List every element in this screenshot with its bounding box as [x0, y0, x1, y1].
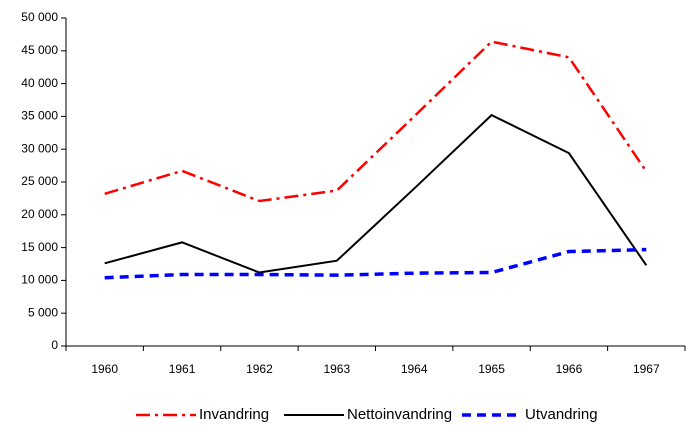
- y-tick-label: 20 000: [21, 207, 58, 221]
- x-tick-label: 1961: [169, 362, 196, 376]
- y-tick-label: 50 000: [21, 10, 58, 24]
- legend-label: Invandring: [199, 406, 269, 423]
- series-line: [104, 40, 648, 203]
- x-tick-label: 1963: [323, 362, 350, 376]
- x-tick-label: 1967: [633, 362, 660, 376]
- x-tick-label: 1960: [91, 362, 118, 376]
- x-tick-label: 1966: [556, 362, 583, 376]
- y-tick-label: 0: [51, 338, 58, 352]
- series-line: [104, 247, 647, 280]
- y-tick-label: 40 000: [21, 76, 58, 90]
- y-tick-label: 30 000: [21, 141, 58, 155]
- series-line: [104, 113, 648, 274]
- legend-label: Utvandring: [525, 406, 598, 423]
- x-tick-label: 1965: [478, 362, 505, 376]
- y-tick-label: 10 000: [21, 273, 58, 287]
- y-tick-label: 35 000: [21, 109, 58, 123]
- legend-label: Nettoinvandring: [347, 406, 452, 423]
- x-tick-label: 1964: [401, 362, 428, 376]
- y-tick-label: 15 000: [21, 240, 58, 254]
- x-tick-label: 1962: [246, 362, 273, 376]
- y-tick-label: 5 000: [28, 305, 58, 319]
- y-tick-label: 45 000: [21, 43, 58, 57]
- y-tick-label: 25 000: [21, 174, 58, 188]
